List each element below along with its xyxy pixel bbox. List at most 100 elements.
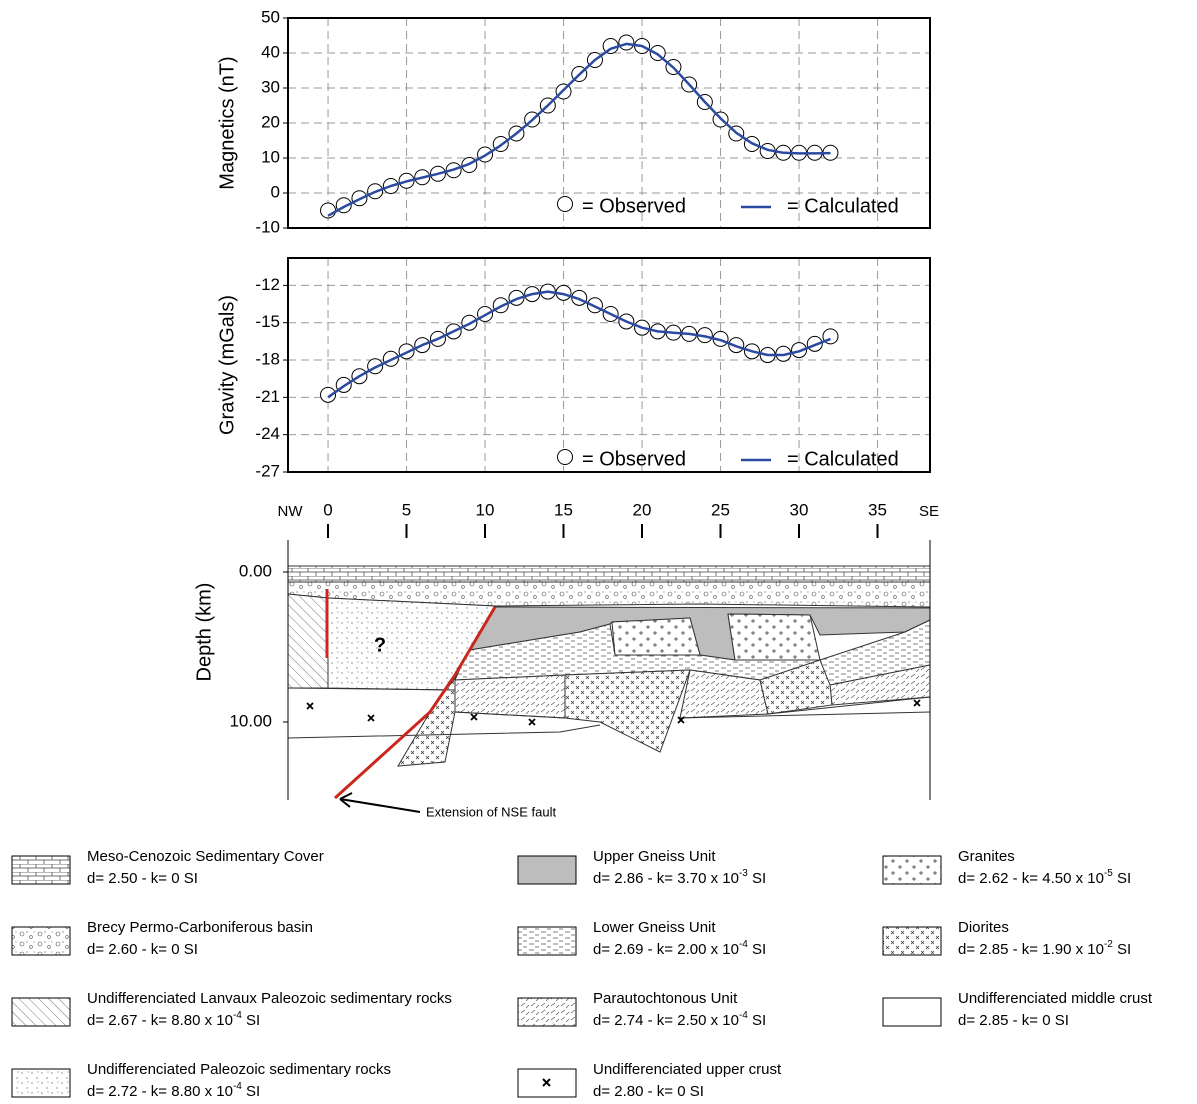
y-tick-label: 0 [271, 182, 280, 201]
plot-area [288, 258, 930, 472]
legend-name: Lower Gneiss Unit [593, 919, 716, 936]
x-tick-label: 15 [554, 500, 573, 519]
legend-swatch [11, 1068, 71, 1098]
legend-desc-text: d= 2.67 - k= 8.80 x 10 [87, 1012, 233, 1029]
cross-section: NW SE Depth (km) ? Extension of NSE faul… [193, 500, 939, 819]
legend-desc: d= 2.85 - k= 1.90 x 10-2 SI [958, 939, 1131, 958]
legend-desc-text: d= 2.72 - k= 8.80 x 10 [87, 1083, 233, 1100]
y-tick-label: 50 [261, 7, 280, 26]
legend-desc-unit: SI [242, 1012, 260, 1029]
legend-desc: d= 2.86 - k= 3.70 x 10-3 SI [593, 868, 766, 887]
legend-desc: d= 2.69 - k= 2.00 x 10-4 SI [593, 939, 766, 958]
x-tick-label: 10 [476, 500, 495, 519]
y-tick-label: 10.00 [229, 711, 272, 730]
legend-desc-text: d= 2.85 - k= 0 SI [958, 1012, 1069, 1029]
y-axis-title: Gravity (mGals) [216, 295, 238, 435]
granite [727, 613, 821, 661]
legend-desc-exponent: -4 [233, 1081, 242, 1092]
legend-name: Brecy Permo-Carboniferous basin [87, 919, 313, 936]
unknown-label: ? [374, 634, 386, 656]
legend-desc: d= 2.60 - k= 0 SI [87, 941, 198, 958]
layers [287, 540, 931, 800]
legend-desc-text: d= 2.80 - k= 0 SI [593, 1083, 704, 1100]
unit-boundaries [287, 687, 931, 739]
y-tick-label: 20 [261, 112, 280, 131]
legend-marker [557, 449, 573, 465]
legend-desc: d= 2.50 - k= 0 SI [87, 870, 198, 887]
fault [333, 606, 497, 800]
legend-desc-text: d= 2.69 - k= 2.00 x 10 [593, 941, 739, 958]
legend-name: Undifferenciated Paleozoic sedimentary r… [87, 1061, 391, 1078]
legend-desc: d= 2.85 - k= 0 SI [958, 1012, 1069, 1029]
upper-crust-marks [306, 699, 921, 726]
x-tick-label: 5 [402, 500, 411, 519]
sedimentary-cover [287, 565, 931, 583]
lanvaux-sediments [287, 593, 329, 689]
legend-swatch [517, 997, 577, 1027]
calculated-line [327, 42, 831, 217]
legend-desc-unit: SI [242, 1083, 260, 1100]
parautochthonous [454, 674, 566, 719]
legend-desc-text: d= 2.86 - k= 3.70 x 10 [593, 870, 739, 887]
legend-desc: d= 2.67 - k= 8.80 x 10-4 SI [87, 1010, 260, 1029]
legend-name: Granites [958, 848, 1015, 865]
y-tick-label: 10 [261, 147, 280, 166]
plot-frame [287, 257, 931, 473]
x-tick-label: 35 [868, 500, 887, 519]
observed-point [618, 34, 635, 51]
diorite [564, 669, 691, 753]
se-label: SE [919, 503, 939, 520]
legend-desc-text: d= 2.50 - k= 0 SI [87, 870, 198, 887]
legend-desc-exponent: -4 [739, 1010, 748, 1021]
legend-swatch [882, 855, 942, 885]
chart: -27 -24 -21 -18 -15 -12 Gravity (mGals) = Obser… [216, 257, 931, 480]
legend-name: Upper Gneiss Unit [593, 848, 716, 865]
legend-label: = Observed [582, 195, 686, 217]
legend: Meso-Cenozoic Sedimentary Cover d= 2.50 -… [11, 848, 1153, 1100]
y-axis-title: Magnetics (nT) [216, 56, 238, 189]
legend-swatch [11, 997, 71, 1027]
legend-label: = Calculated [787, 195, 899, 217]
observed-point [320, 386, 337, 403]
granite [611, 617, 701, 656]
legend-desc-exponent: -3 [739, 868, 748, 879]
profiles: -10 0 10 20 30 40 50 Magnetics (nT) = Observed = … [216, 7, 931, 480]
legend-desc: d= 2.72 - k= 8.80 x 10-4 SI [87, 1081, 260, 1100]
legend-desc-unit: SI [748, 870, 766, 887]
legend-name: Meso-Cenozoic Sedimentary Cover [87, 848, 324, 865]
legend-name: Undifferenciated middle crust [958, 990, 1153, 1007]
legend-desc: d= 2.80 - k= 0 SI [593, 1083, 704, 1100]
x-tick-label: 0 [323, 500, 332, 519]
y-tick-label: 30 [261, 77, 280, 96]
legend-desc-text: d= 2.85 - k= 1.90 x 10 [958, 941, 1104, 958]
legend-marker [557, 196, 573, 212]
legend-desc-text: d= 2.60 - k= 0 SI [87, 941, 198, 958]
legend-name: Diorites [958, 919, 1009, 936]
legend-label: = Calculated [787, 448, 899, 470]
legend-swatch [882, 926, 942, 956]
legend-name: Parautochtonous Unit [593, 990, 738, 1007]
legend-swatch [517, 926, 577, 956]
annotation: Extension of NSE fault [426, 804, 556, 819]
nw-label: NW [278, 503, 304, 520]
legend-swatch [11, 855, 71, 885]
legend-swatch-mark [542, 1078, 551, 1087]
y-tick-label: -18 [255, 350, 280, 369]
legend-desc-text: d= 2.74 - k= 2.50 x 10 [593, 1012, 739, 1029]
legend-swatch [11, 926, 71, 956]
legend-desc-exponent: -5 [1104, 868, 1113, 879]
legend-swatch [517, 855, 577, 885]
legend-desc: d= 2.62 - k= 4.50 x 10-5 SI [958, 868, 1131, 887]
x-tick-label: 25 [711, 500, 730, 519]
y-tick-label: -15 [255, 312, 280, 331]
y-tick-label: -12 [255, 275, 280, 294]
calculated-line [327, 290, 831, 399]
y-tick-label: -21 [255, 387, 280, 406]
depth-axis-title: Depth (km) [193, 583, 215, 682]
legend-desc-text: d= 2.62 - k= 4.50 x 10 [958, 870, 1104, 887]
legend-desc-exponent: -4 [739, 939, 748, 950]
legend-desc-exponent: -4 [233, 1010, 242, 1021]
legend-name: Undifferenciated Lanvaux Paleozoic sedim… [87, 990, 452, 1007]
diorite [759, 659, 833, 715]
